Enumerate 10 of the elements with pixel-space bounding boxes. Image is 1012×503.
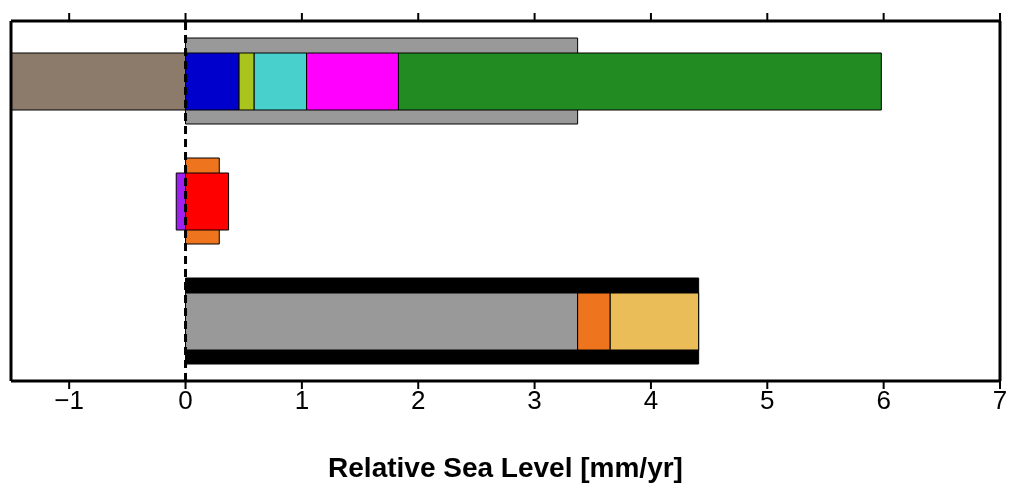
x-axis-title: Relative Sea Level [mm/yr] bbox=[328, 452, 683, 483]
x-tick-label: 7 bbox=[992, 385, 1008, 416]
x-tick-label: 4 bbox=[643, 385, 659, 416]
x-tick-label: 6 bbox=[876, 385, 891, 416]
x-tick-label: 5 bbox=[760, 385, 775, 416]
x-tick-label: 2 bbox=[411, 385, 426, 416]
x-tick-label: −1 bbox=[54, 385, 84, 416]
x-tick-label: 0 bbox=[178, 385, 193, 416]
x-tick-label: 3 bbox=[527, 385, 542, 416]
x-tick-label: 1 bbox=[294, 385, 310, 416]
